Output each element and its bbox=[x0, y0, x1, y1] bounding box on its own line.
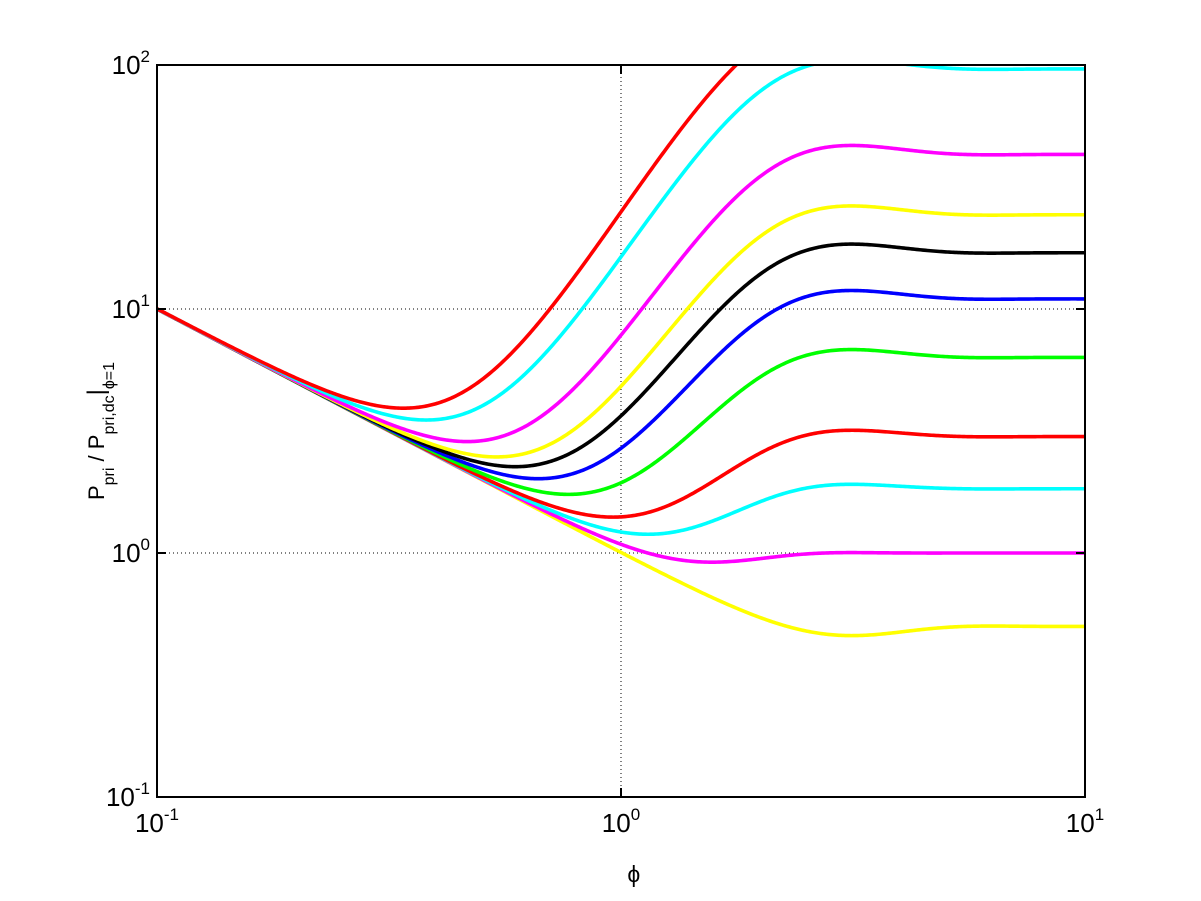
xtick-exp: 1 bbox=[1094, 804, 1105, 824]
ylabel-divider: / bbox=[83, 449, 109, 468]
phi-symbol: ϕ bbox=[627, 861, 641, 887]
ytick-base: 10 bbox=[111, 294, 141, 324]
ytick-base: 10 bbox=[111, 50, 141, 80]
ytick-label-1: 10 0 bbox=[40, 536, 150, 570]
x-axis-label: ϕ bbox=[561, 840, 681, 901]
ytick-exp: 0 bbox=[140, 534, 150, 554]
ytick-base: 10 bbox=[111, 538, 141, 568]
ytick-label-10: 10 1 bbox=[40, 292, 150, 326]
ylabel-sub-pri: pri bbox=[101, 467, 119, 486]
xtick-exp: 0 bbox=[630, 804, 641, 824]
ytick-label-0.1: 10 -1 bbox=[40, 780, 150, 814]
ylabel-sub-phi-eq-1: ϕ=1 bbox=[101, 361, 119, 390]
curve-m=6 bbox=[157, 204, 1085, 459]
y-axis-label: Ppri / Ppri,dc|ϕ=1 bbox=[83, 361, 135, 501]
curve-m=8 bbox=[157, 143, 1085, 444]
xtick-exp: -1 bbox=[163, 804, 180, 824]
xtick-base: 10 bbox=[601, 808, 631, 838]
curves-group bbox=[157, 65, 1085, 638]
xtick-base: 10 bbox=[1065, 808, 1095, 838]
curve-m=15 bbox=[157, 65, 739, 410]
ylabel-p-pri: P bbox=[83, 485, 109, 501]
ylabel-sub-pridc: pri,dc bbox=[101, 395, 119, 435]
ytick-exp: -1 bbox=[134, 778, 150, 798]
ytick-exp: 1 bbox=[140, 290, 150, 310]
xtick-base: 10 bbox=[134, 808, 164, 838]
plot-border bbox=[156, 64, 1086, 798]
xtick-label-1: 10 0 bbox=[566, 806, 676, 840]
ytick-exp: 2 bbox=[140, 46, 150, 66]
ylabel-p-pridc: P bbox=[83, 434, 109, 450]
curve-m=12 bbox=[157, 65, 1085, 422]
ytick-label-100: 10 2 bbox=[40, 48, 150, 82]
xtick-label-10: 10 1 bbox=[1030, 806, 1140, 840]
ytick-base: 10 bbox=[105, 782, 135, 812]
xtick-label-0.1: 10 -1 bbox=[102, 806, 212, 840]
